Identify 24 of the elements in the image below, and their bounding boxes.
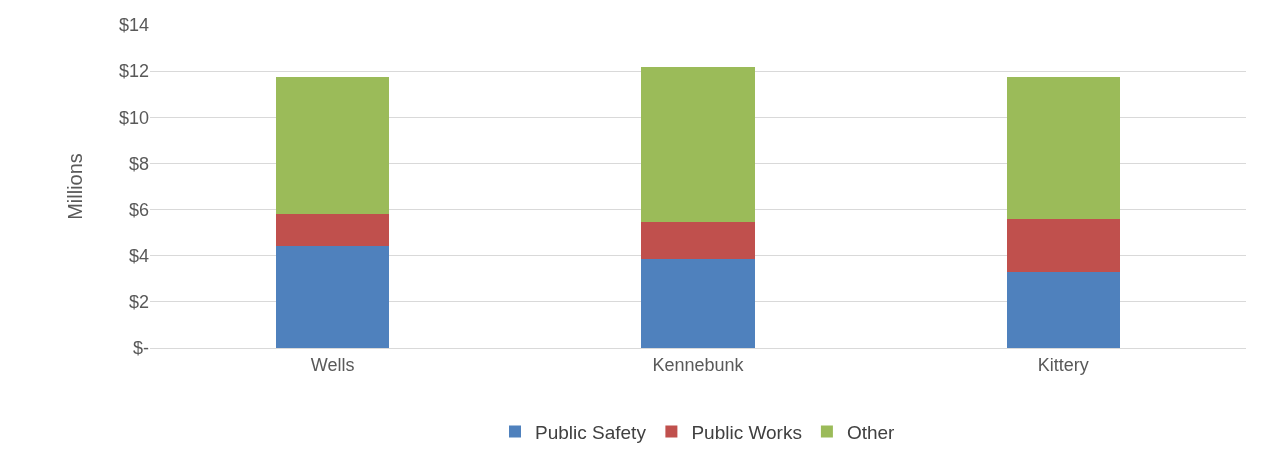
bar bbox=[1006, 76, 1120, 219]
y-tick-label: $6 bbox=[128, 199, 149, 220]
bar bbox=[276, 214, 390, 247]
legend-label: Other bbox=[846, 421, 896, 443]
y-tick-label: $12 bbox=[118, 61, 149, 82]
legend-label: Public Safety bbox=[535, 421, 647, 443]
bar bbox=[641, 259, 755, 348]
x-tick-label: Kennebunk bbox=[652, 354, 745, 375]
x-tick-label: Kittery bbox=[1037, 354, 1089, 375]
bar bbox=[641, 222, 755, 260]
y-tick-label: $4 bbox=[128, 246, 149, 267]
bar bbox=[1006, 218, 1120, 272]
bar bbox=[276, 76, 390, 215]
y-tick-label: $- bbox=[132, 338, 149, 359]
y-tick-label: $8 bbox=[128, 153, 149, 174]
bar bbox=[1006, 271, 1120, 348]
y-tick-label: $14 bbox=[118, 15, 149, 36]
bar bbox=[276, 246, 390, 348]
x-tick-label: Wells bbox=[310, 354, 355, 375]
y-tick-label: $2 bbox=[128, 292, 149, 313]
y-tick-label: $10 bbox=[118, 107, 149, 128]
bar bbox=[641, 66, 755, 223]
y-axis-title: Millions bbox=[64, 153, 87, 220]
legend-label: Public Works bbox=[691, 421, 802, 443]
